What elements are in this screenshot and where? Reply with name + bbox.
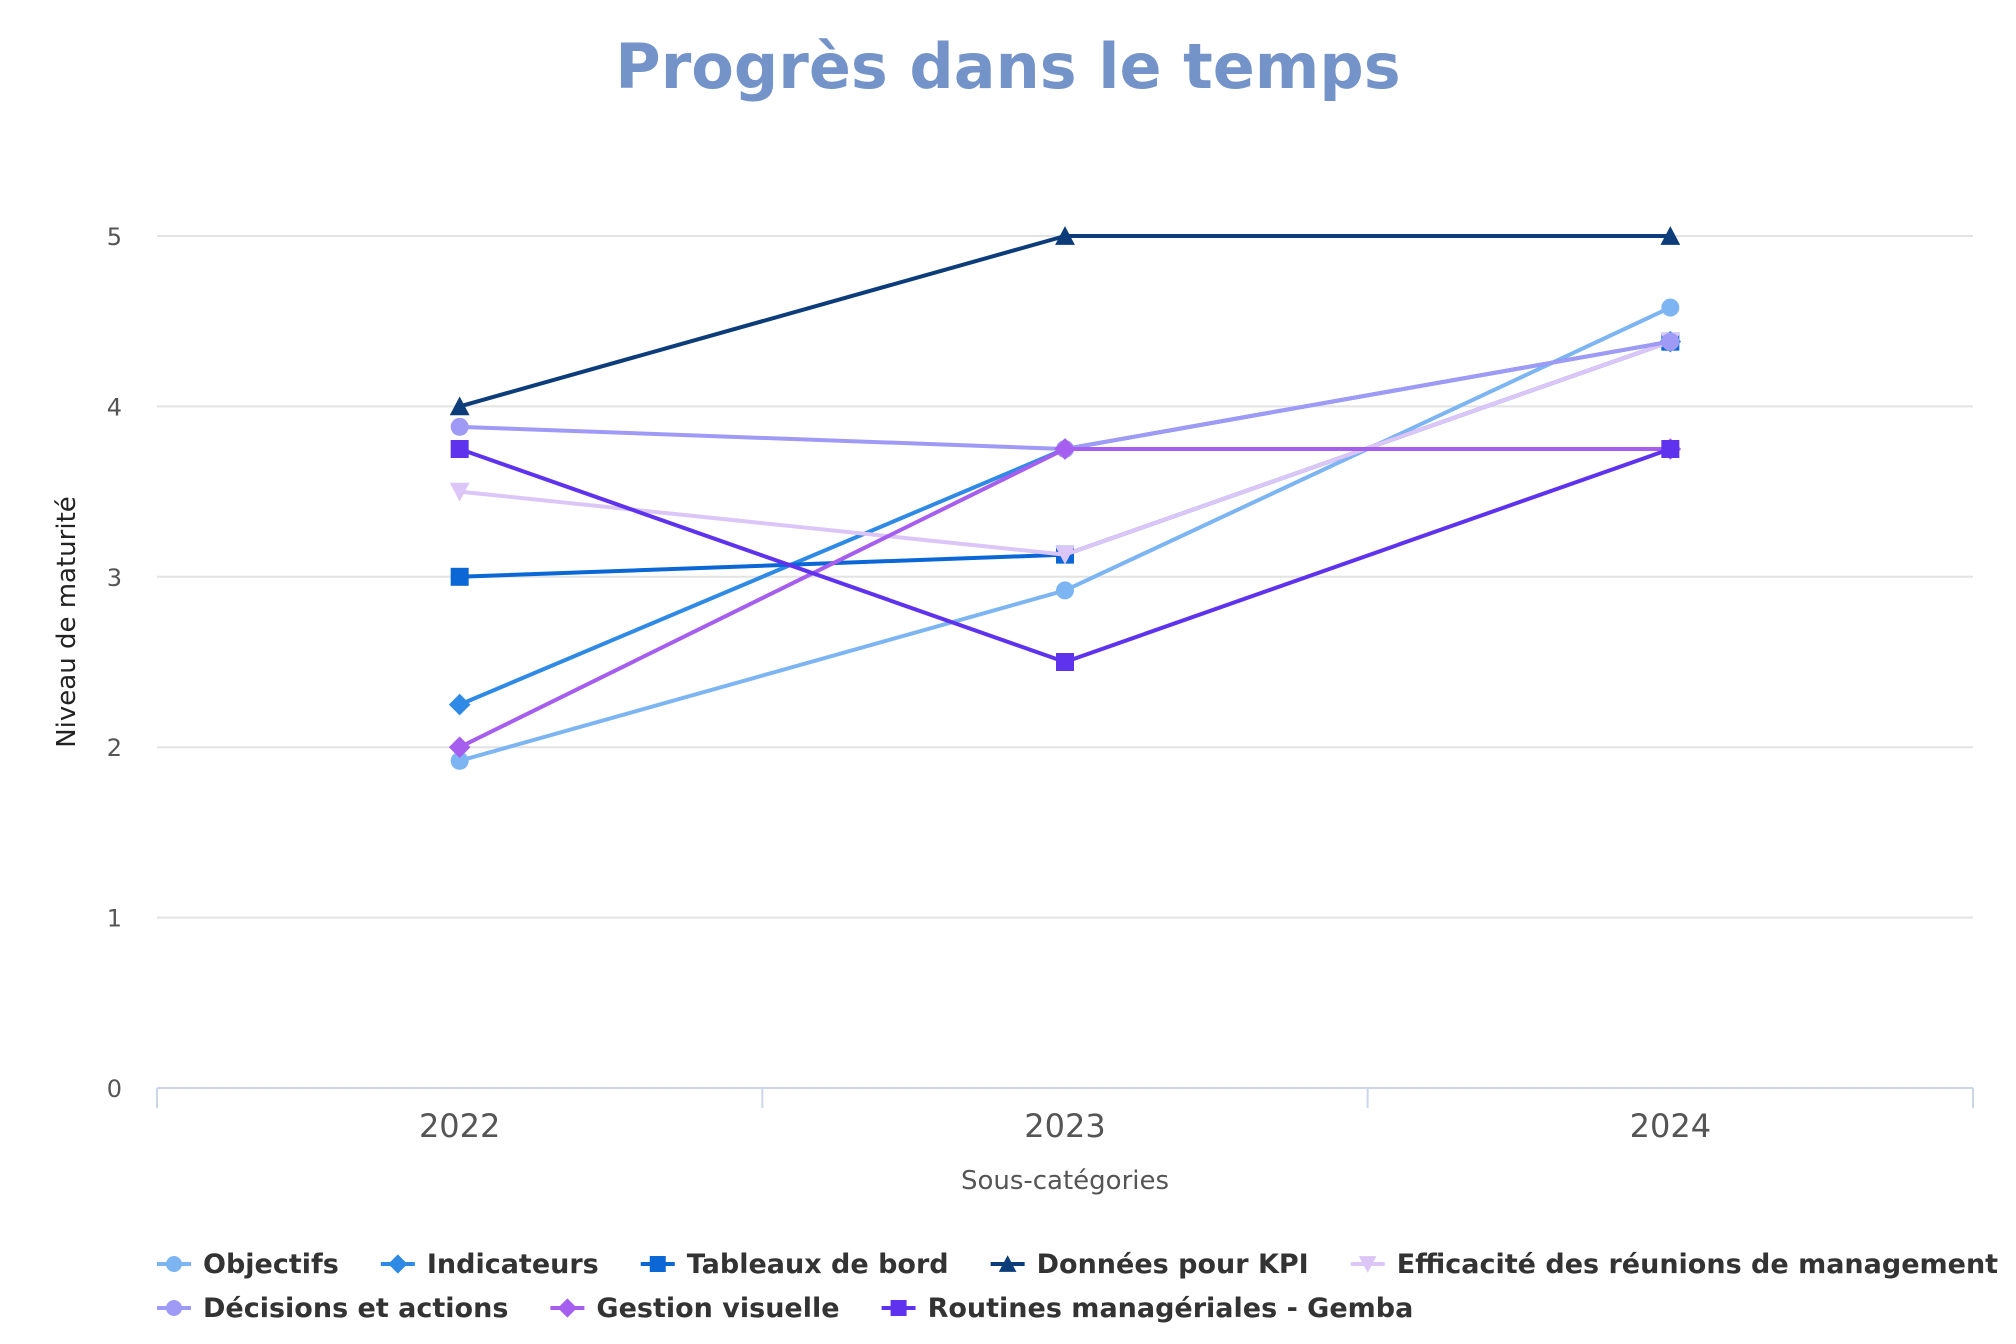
y-tick-label: 1	[107, 905, 122, 933]
series-routines-manageriales-gemba	[450, 440, 1680, 671]
data-point	[1661, 298, 1680, 317]
legend-marker	[998, 1255, 1017, 1272]
legend-item: Indicateurs	[380, 1249, 599, 1280]
legend-item: Données pour KPI	[990, 1249, 1309, 1280]
legend-label: Indicateurs	[427, 1249, 599, 1280]
series-donnees-pour-kpi	[449, 226, 1681, 416]
data-point	[1660, 226, 1681, 245]
legend-marker	[1358, 1256, 1377, 1273]
legend-marker	[166, 1256, 182, 1272]
legend-label: Données pour KPI	[1037, 1249, 1309, 1280]
data-point	[1661, 332, 1680, 351]
data-point	[449, 396, 470, 416]
legend-label: Tableaux de bord	[687, 1249, 949, 1280]
y-tick-label: 3	[107, 564, 122, 592]
data-point	[1055, 545, 1075, 565]
legend-item: Décisions et actions	[157, 1293, 508, 1324]
legend-item: Routines managériales - Gemba	[881, 1293, 1414, 1324]
x-tick-label: 2022	[419, 1107, 500, 1145]
data-point	[450, 567, 469, 586]
legend-marker	[890, 1300, 907, 1316]
series-objectifs	[450, 298, 1680, 770]
x-tick-label: 2024	[1630, 1107, 1711, 1145]
legend-item: Gestion visuelle	[550, 1293, 840, 1324]
legend-marker	[649, 1256, 666, 1272]
legend-item: Efficacité des réunions de management	[1350, 1249, 1998, 1280]
data-point	[1054, 438, 1076, 460]
legend-label: Gestion visuelle	[596, 1293, 839, 1324]
chart-title: Progrès dans le temps	[615, 30, 1400, 103]
y-tick-label: 0	[107, 1075, 122, 1103]
data-point	[449, 482, 470, 502]
x-tick-label: 2023	[1024, 1107, 1105, 1145]
legend-item: Objectifs	[157, 1249, 339, 1280]
y-axis-title: Niveau de maturité	[52, 496, 82, 748]
data-point	[450, 417, 469, 436]
legend-item: Tableaux de bord	[640, 1249, 949, 1280]
series-group	[448, 226, 1682, 770]
y-tick-label: 2	[107, 734, 122, 762]
data-point	[1661, 440, 1680, 458]
legend: Objectifs Indicateurs Tableaux de bord Donn…	[157, 1249, 1998, 1324]
axes: 0 1 2 3 4 5 2022 2023 2024	[107, 223, 1974, 1145]
legend-label: Routines managériales - Gemba	[928, 1293, 1414, 1324]
legend-marker	[557, 1298, 578, 1318]
x-axis-title: Sous-catégories	[961, 1166, 1169, 1196]
y-tick-label: 4	[107, 393, 122, 421]
legend-marker	[166, 1300, 182, 1316]
data-point	[448, 693, 471, 716]
data-point	[448, 736, 471, 758]
legend-marker	[388, 1254, 408, 1274]
y-tick-label: 5	[107, 223, 122, 251]
data-point	[1056, 653, 1074, 671]
legend-label: Décisions et actions	[203, 1293, 508, 1324]
legend-label: Efficacité des réunions de management	[1397, 1249, 1998, 1280]
data-point	[450, 440, 469, 458]
data-point	[450, 751, 469, 770]
data-point	[1056, 581, 1074, 600]
data-point	[1055, 226, 1075, 245]
legend-label: Objectifs	[203, 1249, 339, 1280]
